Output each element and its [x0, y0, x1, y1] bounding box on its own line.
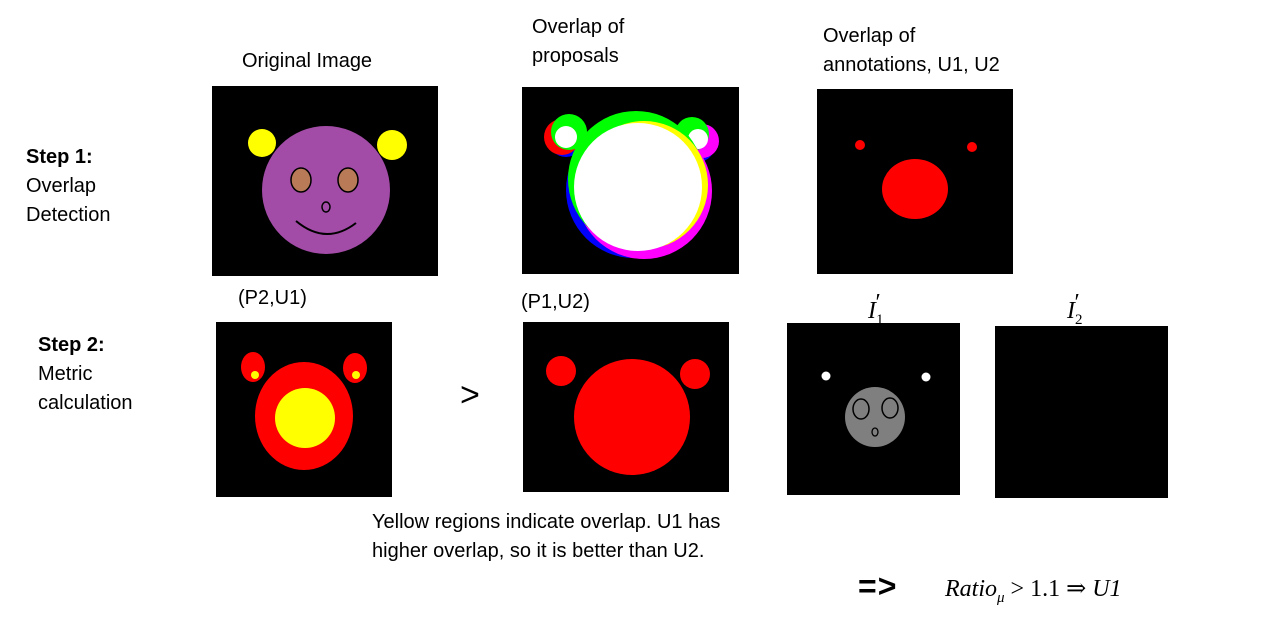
- proposals-header-line2: proposals: [532, 45, 619, 67]
- step2-line1: Metric: [38, 363, 93, 385]
- proposals-header-line1: Overlap of: [532, 16, 625, 38]
- original-image-panel: [212, 86, 438, 276]
- step1-title: Step 1:: [26, 146, 93, 168]
- i1-prime-panel: [787, 323, 960, 495]
- caption-line1: Yellow regions indicate overlap. U1 has: [372, 511, 721, 533]
- ratio-formula: Ratioμ > 1.1 ⇒ U1: [945, 576, 1122, 606]
- i2-prime-panel: [995, 326, 1168, 498]
- proposals-overlap-panel: [522, 87, 739, 274]
- step1-line2: Detection: [26, 204, 111, 226]
- p2-u1-overlap-panel: [216, 322, 392, 497]
- original-image-header: Original Image: [242, 50, 373, 72]
- annotations-overlap-panel: [817, 89, 1013, 274]
- pair-p2-u1-label: (P2,U1): [238, 287, 307, 309]
- step2-title: Step 2:: [38, 334, 105, 356]
- pair-p1-u2-label: (P1,U2): [521, 291, 590, 313]
- i1-prime-label: I1′: [868, 290, 884, 328]
- comparison-greater-than: >: [460, 376, 480, 414]
- annotations-header-line2: annotations, U1, U2: [823, 54, 1000, 76]
- step1-line1: Overlap: [26, 175, 97, 197]
- result-arrow: =>: [858, 568, 898, 604]
- caption-line2: higher overlap, so it is better than U2.: [372, 540, 705, 562]
- p1-u2-overlap-panel: [523, 322, 729, 492]
- step2-line2: calculation: [38, 392, 133, 414]
- annotations-header-line1: Overlap of: [823, 25, 916, 47]
- i2-prime-label: I2′: [1067, 290, 1083, 328]
